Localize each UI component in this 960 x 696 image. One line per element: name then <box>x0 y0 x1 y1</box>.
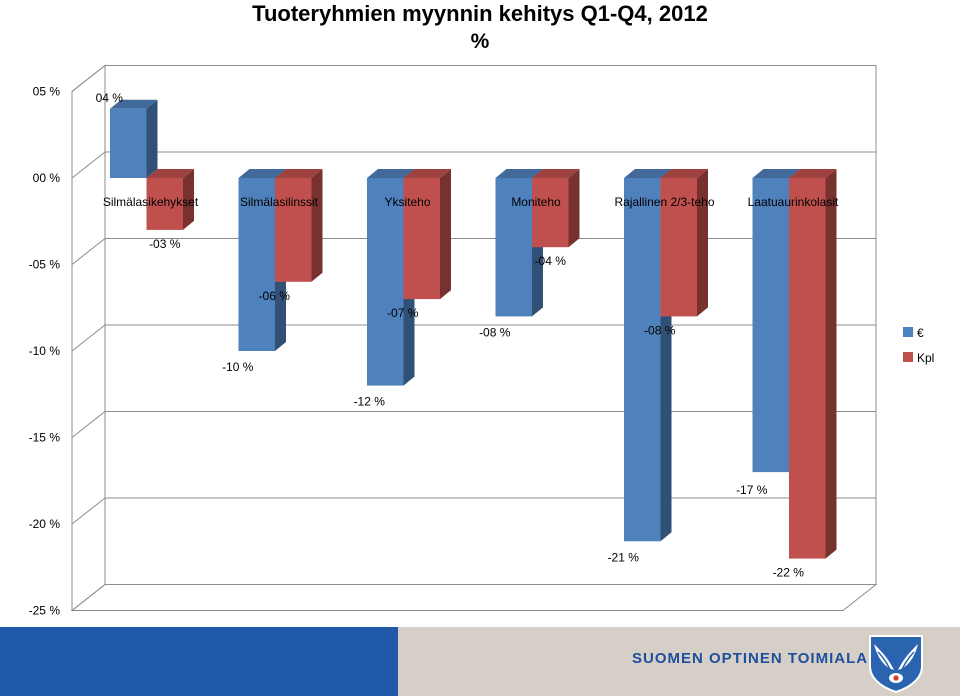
legend-swatch-euro <box>903 327 913 337</box>
bar-side <box>146 99 158 178</box>
legend-label-euro: € <box>917 326 924 340</box>
category-label: Yksiteho <box>384 195 430 209</box>
bar <box>660 169 708 317</box>
gridline <box>71 584 876 611</box>
category-labels: Silmälasikehykset Silmälasilinssit Yksiteh… <box>103 195 839 209</box>
data-label: -08 % <box>479 325 511 339</box>
bar <box>789 169 837 559</box>
bar-top <box>752 169 800 178</box>
bar-front <box>495 178 532 317</box>
data-label: -22 % <box>773 566 805 580</box>
data-label: -06 % <box>259 289 291 303</box>
category-label: Laatuaurinkolasit <box>748 195 839 209</box>
bar-top <box>110 99 158 109</box>
bar <box>403 169 451 300</box>
bar-front <box>532 178 569 248</box>
bar <box>146 169 194 230</box>
bar-top <box>403 169 451 178</box>
bar-front <box>752 178 789 473</box>
data-label: 04 % <box>96 91 124 105</box>
bar <box>532 169 580 248</box>
winged-eye-logo-icon <box>869 635 923 694</box>
bar-top <box>495 169 543 178</box>
data-label: -04 % <box>535 254 567 268</box>
bar-side <box>440 169 451 300</box>
y-tick-label: -15 % <box>29 431 61 445</box>
gridline <box>71 238 876 265</box>
legend-swatch-kpl <box>903 352 913 362</box>
bar-side <box>183 169 194 230</box>
bar-side <box>697 169 708 317</box>
bar-front <box>275 178 312 282</box>
data-label: -10 % <box>222 360 254 374</box>
bar <box>367 169 415 386</box>
bar-side <box>825 169 837 559</box>
bar-top <box>624 169 672 178</box>
bar-top <box>789 169 837 178</box>
bar <box>275 169 323 282</box>
bar-top <box>367 169 415 178</box>
data-label: -17 % <box>736 483 768 497</box>
bar-top <box>238 169 286 178</box>
bar-front <box>146 178 183 230</box>
category-label: Silmälasikehykset <box>103 195 199 209</box>
data-label: -12 % <box>354 395 386 409</box>
data-labels: 04 % -03 % -10 % -06 % -12 % -07 % -08 % -04 % -… <box>96 91 805 580</box>
data-label: -03 % <box>149 237 181 251</box>
bar-top <box>660 169 708 178</box>
data-label: -21 % <box>608 550 640 564</box>
bar-side <box>568 169 580 248</box>
bar-side <box>311 169 323 282</box>
gridline <box>71 411 876 438</box>
y-tick-label: 00 % <box>33 171 61 185</box>
gridline <box>71 151 876 179</box>
bar-top <box>532 169 580 178</box>
y-tick-label: -10 % <box>29 344 61 358</box>
bar-front <box>789 178 826 559</box>
chart-subtitle: % <box>471 30 490 53</box>
gridline <box>71 324 876 352</box>
bar-front <box>624 178 661 542</box>
y-tick-label: 05 % <box>33 85 61 99</box>
category-label: Silmälasilinssit <box>240 195 319 209</box>
organization-name: SUOMEN OPTINEN TOIMIALA <box>632 650 869 667</box>
footer-bar: SUOMEN OPTINEN TOIMIALA <box>0 627 960 696</box>
bar-front <box>110 108 147 178</box>
category-label: Moniteho <box>511 195 561 209</box>
y-axis-ticks: 05 % 00 % -05 % -10 % -15 % -20 % -25 % <box>29 85 61 618</box>
bar-front <box>660 178 697 317</box>
gridlines <box>70 64 878 611</box>
chart: Tuoteryhmien myynnin kehitys Q1-Q4, 2012… <box>29 1 935 618</box>
gridline <box>71 497 876 525</box>
bar-front <box>367 178 404 386</box>
y-tick-label: -20 % <box>29 517 61 531</box>
bar-front <box>238 178 275 351</box>
legend-label-kpl: Kpl <box>917 351 934 365</box>
gridline <box>71 65 876 92</box>
bars <box>110 99 837 559</box>
data-label: -08 % <box>644 323 676 337</box>
category-label: Rajallinen 2/3-teho <box>614 195 714 209</box>
bar-top <box>146 169 194 178</box>
chart-title: Tuoteryhmien myynnin kehitys Q1-Q4, 2012 <box>252 1 708 26</box>
bar <box>110 99 158 178</box>
bar-top <box>275 169 323 178</box>
footer-blue-panel <box>0 627 398 696</box>
y-tick-label: -25 % <box>29 604 61 618</box>
y-tick-label: -05 % <box>29 258 61 272</box>
data-label: -07 % <box>387 306 419 320</box>
bar-front <box>403 178 440 300</box>
legend: € Kpl <box>903 326 934 365</box>
floor <box>70 584 878 611</box>
